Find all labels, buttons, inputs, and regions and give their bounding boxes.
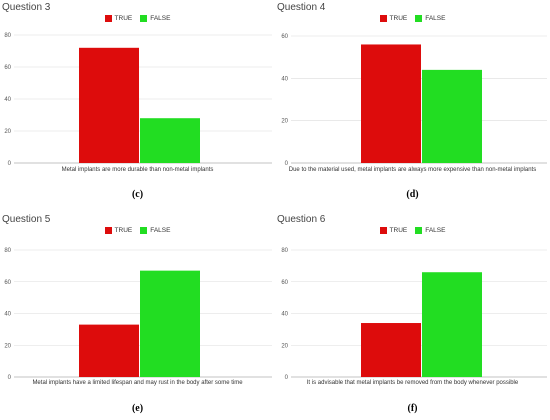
legend-swatch-true: [379, 227, 387, 234]
y-tick-label: 80: [4, 248, 11, 254]
legend-swatch-true: [104, 227, 112, 234]
bar-false: [422, 69, 482, 163]
legend: TRUE FALSE: [275, 15, 550, 22]
y-tick-label: 0: [285, 161, 289, 167]
legend-item-true: TRUE: [104, 227, 133, 234]
legend: TRUE FALSE: [0, 227, 275, 234]
legend-label-false: FALSE: [425, 15, 446, 22]
bar-true: [79, 324, 139, 377]
x-axis-caption: Due to the material used, metal implants…: [288, 167, 537, 173]
legend-swatch-false: [415, 15, 423, 22]
chart-panel-question-6: Question 6 TRUE FALSE 0 20 40 60 80 It is ad…: [275, 212, 550, 420]
panel-label: (f): [407, 403, 418, 414]
y-tick-label: 20: [4, 129, 11, 135]
panel-label: (c): [131, 189, 144, 200]
x-axis-caption: Metal implants have a limited lifespan a…: [32, 380, 243, 386]
legend-swatch-true: [379, 15, 387, 22]
y-tick-label: 0: [285, 375, 289, 381]
chart-title: Question 4: [277, 2, 326, 13]
y-tick-label: 80: [281, 248, 288, 254]
chart-title: Question 5: [2, 214, 51, 225]
x-axis-caption: It is advisable that metal implants be r…: [306, 380, 519, 386]
legend-item-true: TRUE: [379, 15, 408, 22]
bar-false: [422, 272, 482, 377]
bar-chart: 0 20 40 60 80: [4, 248, 272, 381]
legend-label-true: TRUE: [389, 15, 408, 22]
legend-item-false: FALSE: [415, 227, 445, 234]
chart-title: Question 3: [2, 2, 51, 13]
bar-false: [140, 270, 200, 377]
y-tick-label: 40: [281, 312, 288, 318]
legend-item-true: TRUE: [104, 15, 133, 22]
legend-item-true: TRUE: [379, 227, 408, 234]
y-tick-label: 60: [4, 65, 11, 71]
legend: TRUE FALSE: [275, 227, 550, 234]
bar-true: [79, 47, 139, 163]
chart-title: Question 6: [277, 214, 326, 225]
legend-swatch-true: [104, 15, 112, 22]
legend-label-false: FALSE: [425, 227, 446, 234]
x-axis-caption: Metal implants are more durable than non…: [61, 167, 214, 173]
bar-chart: 0 20 40 60: [281, 34, 547, 167]
y-tick-label: 0: [8, 161, 12, 167]
chart-panel-question-5: Question 5 TRUE FALSE 0 20 40 60 80 Metal im…: [0, 212, 275, 420]
legend-swatch-false: [140, 15, 148, 22]
bar-chart: 0 20 40 60 80: [4, 33, 272, 167]
legend-item-false: FALSE: [415, 15, 445, 22]
chart-panel-question-3: Question 3 TRUE FALSE 0 20 40 60 80 Metal im…: [0, 0, 275, 208]
y-tick-label: 40: [281, 76, 288, 82]
y-tick-label: 20: [281, 119, 288, 125]
bar-false: [140, 118, 200, 163]
panel-label: (e): [131, 403, 144, 414]
y-tick-label: 20: [4, 343, 11, 349]
y-tick-label: 40: [4, 97, 11, 103]
bar-true: [361, 323, 421, 377]
y-tick-label: 60: [281, 280, 288, 286]
bar-chart: 0 20 40 60 80: [281, 248, 547, 381]
legend-label-false: FALSE: [150, 227, 171, 234]
y-tick-label: 0: [8, 375, 12, 381]
legend-label-true: TRUE: [389, 227, 408, 234]
y-tick-label: 60: [281, 34, 288, 40]
legend-item-false: FALSE: [140, 227, 170, 234]
legend-label-true: TRUE: [114, 15, 133, 22]
panel-label: (d): [406, 189, 419, 200]
legend: TRUE FALSE: [0, 15, 275, 22]
legend-swatch-false: [140, 227, 148, 234]
legend-item-false: FALSE: [140, 15, 170, 22]
legend-label-true: TRUE: [114, 227, 133, 234]
legend-swatch-false: [415, 227, 423, 234]
y-tick-label: 40: [4, 312, 11, 318]
y-tick-label: 60: [4, 280, 11, 286]
legend-label-false: FALSE: [150, 15, 171, 22]
bar-true: [361, 44, 421, 163]
y-tick-label: 80: [4, 33, 11, 39]
chart-panel-question-4: Question 4 TRUE FALSE 0 20 40 60 Due to the…: [275, 0, 550, 208]
y-tick-label: 20: [281, 343, 288, 349]
